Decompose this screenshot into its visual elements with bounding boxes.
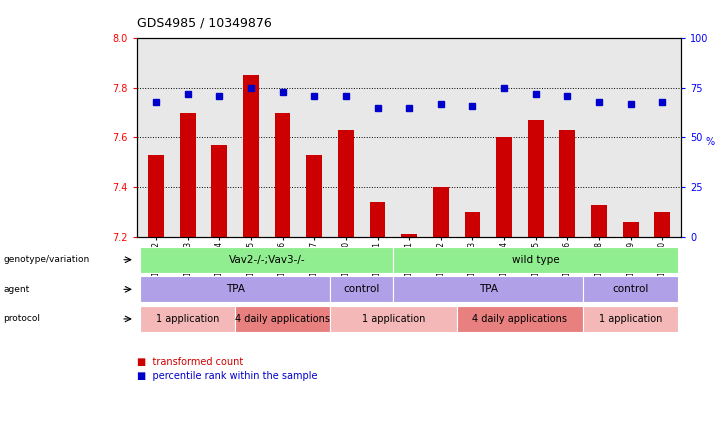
Y-axis label: %: % — [706, 137, 715, 148]
Bar — [211, 145, 227, 237]
Bar — [402, 234, 417, 237]
Text: genotype/variation: genotype/variation — [4, 255, 90, 264]
Bar — [180, 113, 195, 237]
Text: TPA: TPA — [479, 284, 497, 294]
Text: control: control — [613, 284, 649, 294]
Text: control: control — [343, 284, 380, 294]
Bar — [655, 212, 671, 237]
Text: 1 application: 1 application — [362, 314, 425, 324]
Text: 1 application: 1 application — [156, 314, 219, 324]
Text: Vav2-/-;Vav3-/-: Vav2-/-;Vav3-/- — [229, 255, 305, 265]
Text: agent: agent — [4, 285, 30, 294]
Bar — [338, 130, 354, 237]
Bar — [306, 155, 322, 237]
Bar — [243, 75, 259, 237]
Text: wild type: wild type — [512, 255, 559, 265]
Bar — [496, 137, 512, 237]
Text: TPA: TPA — [226, 284, 244, 294]
Bar — [623, 222, 639, 237]
Bar — [370, 202, 386, 237]
Text: 4 daily applications: 4 daily applications — [472, 314, 567, 324]
Text: ■  transformed count: ■ transformed count — [137, 357, 243, 367]
Bar — [591, 205, 607, 237]
Text: 1 application: 1 application — [599, 314, 663, 324]
Bar — [433, 187, 448, 237]
Bar — [275, 113, 291, 237]
Bar — [464, 212, 480, 237]
Bar — [148, 155, 164, 237]
Text: GDS4985 / 10349876: GDS4985 / 10349876 — [137, 16, 272, 30]
Text: protocol: protocol — [4, 314, 40, 324]
Bar — [559, 130, 575, 237]
Text: 4 daily applications: 4 daily applications — [235, 314, 330, 324]
Bar — [528, 120, 544, 237]
Text: ■  percentile rank within the sample: ■ percentile rank within the sample — [137, 371, 317, 382]
